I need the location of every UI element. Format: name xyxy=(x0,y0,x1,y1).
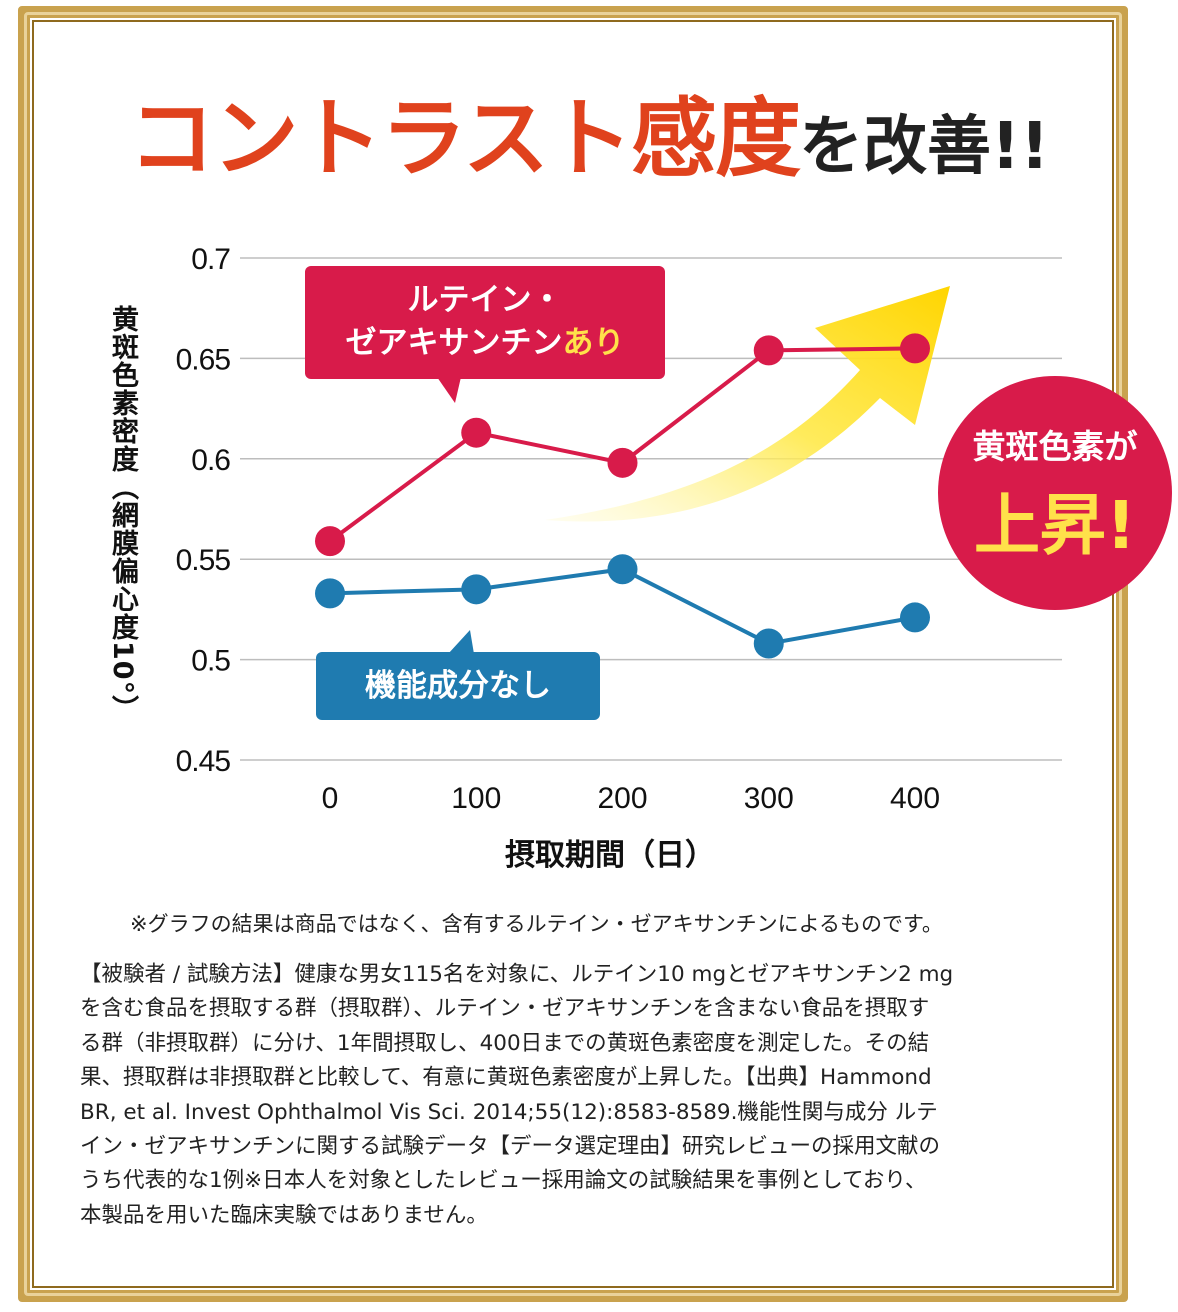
series-0-point xyxy=(461,417,492,448)
headline-sub: を改善!! xyxy=(798,110,1050,184)
x-tick-label: 200 xyxy=(597,782,647,815)
y-tick-label: 0.7 xyxy=(191,243,230,276)
callout-red-highlight: あり xyxy=(562,325,625,361)
x-tick-label: 100 xyxy=(451,782,501,815)
y-tick-label: 0.6 xyxy=(191,444,230,477)
y-tick-label: 0.65 xyxy=(176,343,231,376)
series-0-point xyxy=(753,335,784,366)
callout-red-line2: ゼアキサンチン xyxy=(345,325,563,361)
x-tick-label: 300 xyxy=(744,782,794,815)
x-tick-label: 0 xyxy=(322,782,339,815)
series-1-point xyxy=(753,628,784,659)
y-tick-label: 0.45 xyxy=(176,745,231,778)
y-tick-label: 0.55 xyxy=(176,544,231,577)
series-0-point xyxy=(315,526,345,557)
badge-line1: 黄斑色素が xyxy=(972,427,1138,466)
x-axis-label: 摂取期間（日） xyxy=(505,838,715,873)
series-0-point xyxy=(607,447,638,478)
gold-frame xyxy=(18,6,1128,1302)
x-tick-label: 400 xyxy=(890,782,940,815)
series-1-point xyxy=(315,578,345,609)
series-1-point xyxy=(461,574,492,605)
increase-badge: 黄斑色素が 上昇! xyxy=(938,376,1172,610)
series-1-point xyxy=(900,602,930,633)
callout-no-ingredient: 機能成分なし xyxy=(316,630,600,720)
badge-line2: 上昇! xyxy=(973,487,1137,564)
callout-with-lutein: ルテイン・ ゼアキサンチンあり xyxy=(305,266,665,403)
y-tick-label: 0.5 xyxy=(191,645,230,678)
series-1-point xyxy=(607,554,638,585)
callout-red-line1: ルテイン・ xyxy=(407,282,563,318)
method-text: 【被験者 / 試験方法】健康な男女115名を対象に、ルテイン10 mgとゼアキサ… xyxy=(80,962,954,1228)
disclaimer-note: ※グラフの結果は商品ではなく、含有するルテイン・ゼアキサンチンによるものです。 xyxy=(130,912,943,936)
headline: コントラスト感度を改善!! xyxy=(0,96,1178,182)
y-axis-label: 黄斑色素密度（網膜偏心度10°） xyxy=(107,305,138,724)
headline-main: コントラスト感度 xyxy=(128,89,801,189)
rising-arrow xyxy=(545,286,950,522)
series-0-point xyxy=(900,333,930,364)
